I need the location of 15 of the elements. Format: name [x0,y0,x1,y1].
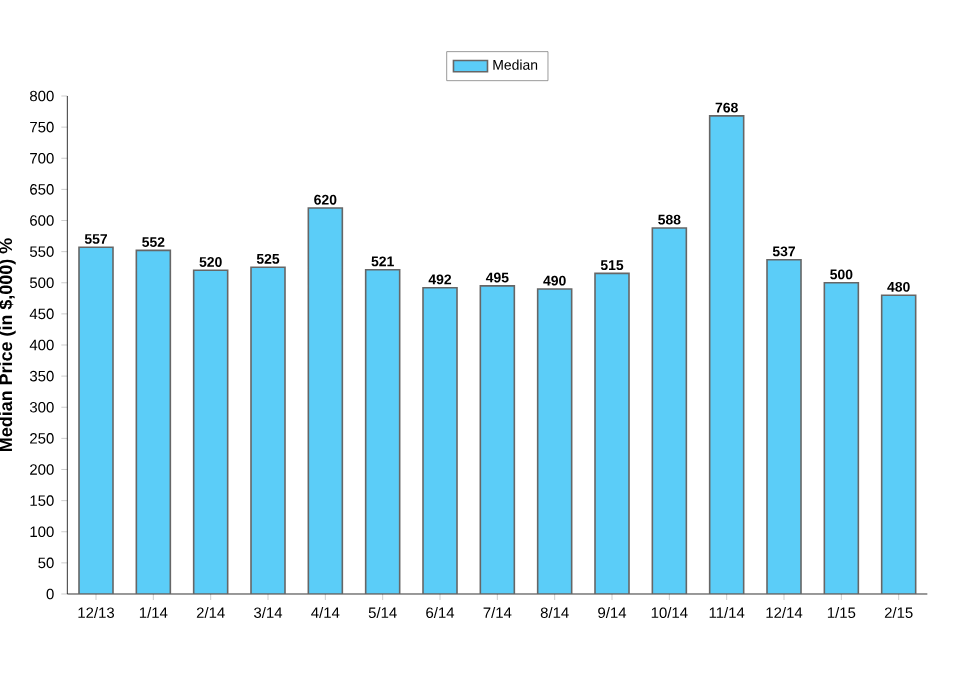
bar [536,288,573,594]
bar [192,269,229,594]
bar [651,227,688,594]
bar [307,207,344,594]
bar [78,246,114,594]
bar [422,286,458,594]
bar [250,266,286,594]
bar [766,258,802,594]
bar [880,294,917,594]
bar [479,285,516,594]
bar [364,268,401,594]
bar [594,272,630,594]
bar [823,281,860,594]
bar [708,115,745,594]
bar [135,249,172,594]
